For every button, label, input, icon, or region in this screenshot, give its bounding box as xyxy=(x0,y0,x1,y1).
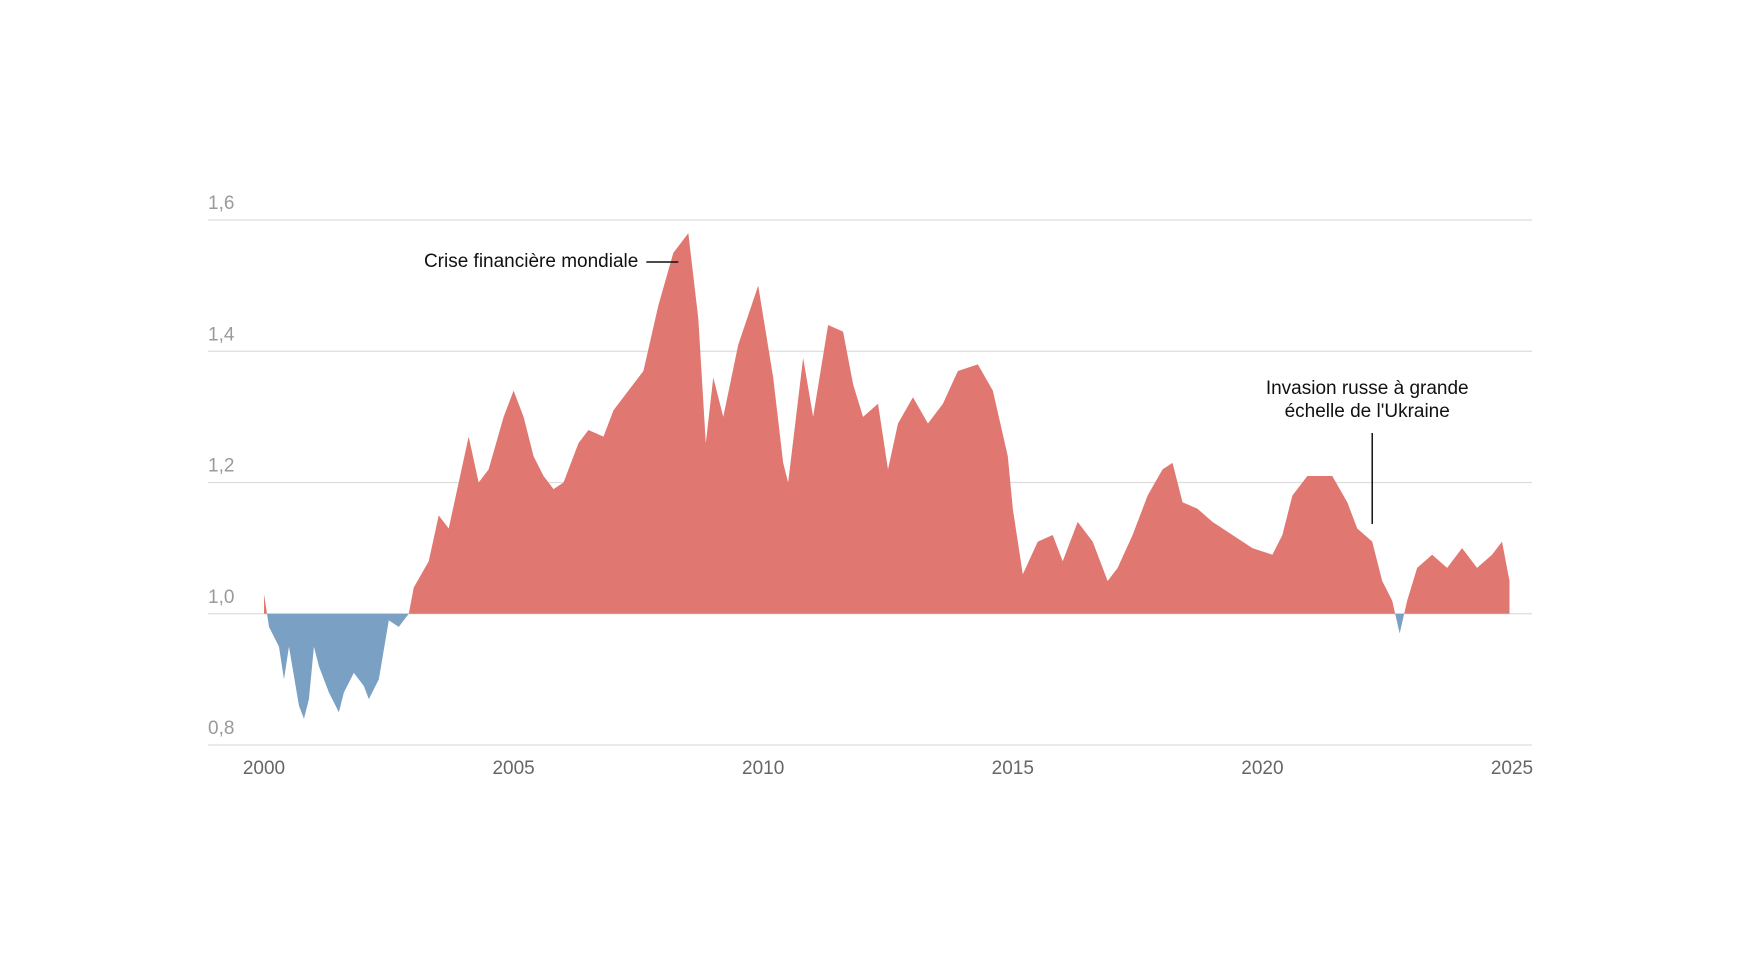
y-tick-label: 1,4 xyxy=(208,324,235,345)
x-tick-label: 2015 xyxy=(992,758,1034,779)
y-tick-label: 1,6 xyxy=(208,193,234,214)
x-tick-label: 2000 xyxy=(243,758,285,779)
area-above xyxy=(264,233,1510,614)
x-tick-label: 2025 xyxy=(1491,758,1533,779)
y-tick-label: 1,2 xyxy=(208,456,234,477)
y-tick-label: 1,0 xyxy=(208,587,234,608)
y-tick-label: 0,8 xyxy=(208,718,234,739)
x-tick-label: 2020 xyxy=(1241,758,1283,779)
annotation: Crise financière mondiale xyxy=(424,251,638,272)
x-tick-label: 2005 xyxy=(492,758,534,779)
annotation: Invasion russe à grande xyxy=(1266,378,1469,399)
x-tick-label: 2010 xyxy=(742,758,784,779)
annotation: échelle de l'Ukraine xyxy=(1285,401,1450,422)
